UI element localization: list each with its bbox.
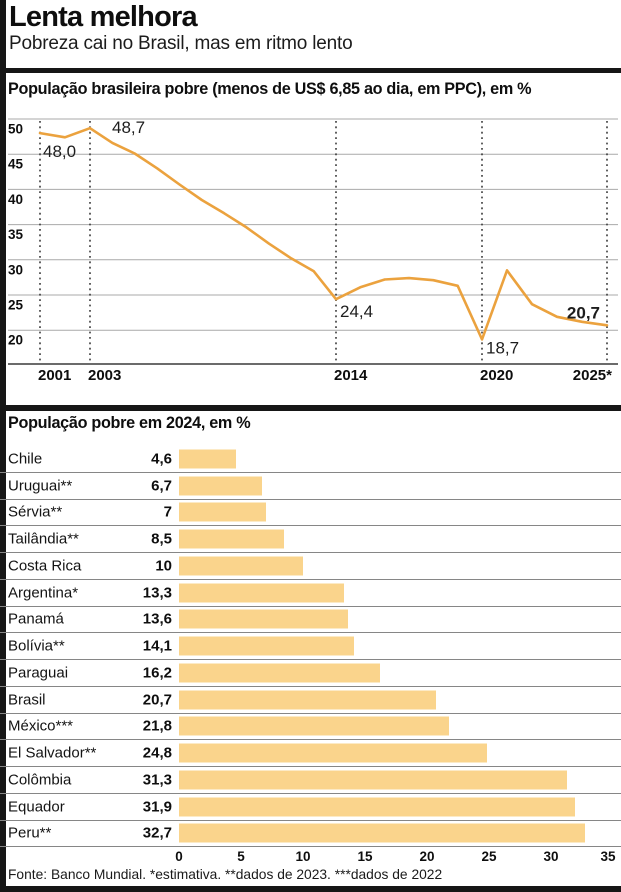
- value-label: 32,7: [142, 824, 172, 842]
- value-label: 7: [163, 503, 172, 521]
- bar: [179, 609, 348, 629]
- bar-axis-tick-label: 5: [237, 849, 245, 864]
- bar: [179, 690, 436, 710]
- bar-row-elsalvador: El Salvador** 24,8: [0, 740, 621, 767]
- bar-row-brasil: Brasil 20,7: [0, 687, 621, 714]
- line-chart-title: População brasileira pobre (menos de US$…: [8, 80, 532, 98]
- data-label: 48,0: [43, 142, 76, 161]
- data-label: 24,4: [340, 302, 373, 321]
- bar-axis-tick-label: 35: [600, 849, 616, 864]
- country-label: Brasil: [8, 691, 46, 709]
- bar-row-bolvia: Bolívia** 14,1: [0, 633, 621, 660]
- bar-axis-tick-label: 30: [543, 849, 559, 864]
- y-axis-tick-label: 45: [8, 157, 24, 172]
- country-label: Peru**: [8, 824, 52, 842]
- bar-row-argentina: Argentina* 13,3: [0, 580, 621, 607]
- value-label: 13,3: [142, 584, 172, 602]
- left-accent-bar: [0, 0, 6, 892]
- bar-chart-title: População pobre em 2024, em %: [8, 414, 251, 432]
- y-axis-tick-label: 50: [8, 122, 23, 137]
- bar-axis-tick-label: 15: [357, 849, 373, 864]
- bar-axis-tick-label: 25: [481, 849, 497, 864]
- country-label: Paraguai: [8, 664, 69, 682]
- y-axis-tick-label: 40: [8, 192, 23, 207]
- bar: [179, 770, 568, 790]
- x-axis-tick-label: 2003: [88, 367, 121, 384]
- poverty-line-series: [38, 126, 609, 341]
- y-axis-tick-label: 30: [8, 262, 23, 277]
- bar: [179, 449, 236, 469]
- value-label: 10: [155, 557, 172, 575]
- line-chart: 50 45 40 35 30 25 20 2001 2003 2014 2020 2025* 48,0 4…: [8, 118, 618, 384]
- bar-row-chile: Chile 4,6: [0, 446, 621, 473]
- y-axis-tick-label: 25: [8, 298, 24, 313]
- x-axis-tick-label: 2025*: [573, 367, 612, 384]
- bar: [179, 583, 344, 603]
- bar-row-colmbia: Colômbia 31,3: [0, 767, 621, 794]
- country-label: Bolívia**: [8, 637, 65, 655]
- bar: [179, 823, 585, 843]
- bar: [179, 636, 354, 656]
- y-axis-tick-label: 35: [8, 227, 24, 242]
- value-label: 14,1: [142, 637, 172, 655]
- x-axis-tick-label: 2001: [38, 367, 71, 384]
- page-title: Lenta melhora: [9, 1, 198, 33]
- bar: [179, 716, 450, 736]
- bar-row-equador: Equador 31,9: [0, 794, 621, 821]
- bar-row-peru: Peru** 32,7: [0, 821, 621, 848]
- bar-axis-tick-label: 20: [419, 849, 435, 864]
- bar-row-srvia: Sérvia** 7: [0, 500, 621, 527]
- country-label: Chile: [8, 450, 43, 468]
- value-label: 24,8: [142, 744, 172, 762]
- country-label: Tailândia**: [8, 530, 79, 548]
- country-label: Costa Rica: [8, 557, 82, 575]
- value-label: 4,6: [151, 450, 172, 468]
- data-label: 18,7: [486, 338, 519, 357]
- country-label: Panamá: [8, 610, 64, 628]
- x-axis-tick-label: 2020: [480, 367, 513, 384]
- value-label: 13,6: [142, 610, 172, 628]
- value-label: 8,5: [151, 530, 172, 548]
- x-axis-tick-label: 2014: [334, 367, 368, 384]
- bar-row-costarica: Costa Rica 10: [0, 553, 621, 580]
- y-axis-tick-label: 20: [8, 333, 23, 348]
- bar-axis-tick-label: 10: [295, 849, 311, 864]
- page-subtitle: Pobreza cai no Brasil, mas em ritmo lent…: [9, 33, 353, 54]
- bar: [179, 556, 303, 576]
- data-label: 20,7: [567, 303, 600, 322]
- value-label: 20,7: [142, 691, 172, 709]
- bar-row-paraguai: Paraguai 16,2: [0, 660, 621, 687]
- divider-mid: [0, 405, 621, 411]
- bar: [179, 743, 487, 763]
- bar-row-uruguai: Uruguai** 6,7: [0, 473, 621, 500]
- bar-chart: Chile 4,6 Uruguai** 6,7 Sérvia** 7 Tailândia**…: [0, 446, 621, 848]
- bar-axis-tick-label: 0: [175, 849, 183, 864]
- country-label: El Salvador**: [8, 744, 97, 762]
- bar: [179, 529, 285, 549]
- bar: [179, 476, 263, 496]
- bar: [179, 797, 575, 817]
- bar-chart-axis: 0 5 10 15 20 25 30 35: [0, 849, 621, 865]
- source-note: Fonte: Banco Mundial. *estimativa. **dad…: [8, 867, 443, 882]
- value-label: 31,3: [142, 771, 172, 789]
- bar-row-panam: Panamá 13,6: [0, 607, 621, 634]
- divider-bottom: [0, 886, 621, 892]
- bar: [179, 663, 380, 683]
- country-label: Sérvia**: [8, 503, 63, 521]
- bar-row-mxico: México*** 21,8: [0, 714, 621, 741]
- country-label: Uruguai**: [8, 477, 73, 495]
- country-label: Colômbia: [8, 771, 72, 789]
- value-label: 6,7: [151, 477, 172, 495]
- value-label: 16,2: [142, 664, 172, 682]
- bar-row-tailndia: Tailândia** 8,5: [0, 526, 621, 553]
- divider-header: [0, 68, 621, 73]
- country-label: Equador: [8, 798, 65, 816]
- country-label: México***: [8, 717, 74, 735]
- value-label: 21,8: [142, 717, 172, 735]
- bar: [179, 502, 266, 522]
- value-label: 31,9: [142, 798, 172, 816]
- data-label: 48,7: [112, 118, 145, 137]
- country-label: Argentina*: [8, 584, 79, 602]
